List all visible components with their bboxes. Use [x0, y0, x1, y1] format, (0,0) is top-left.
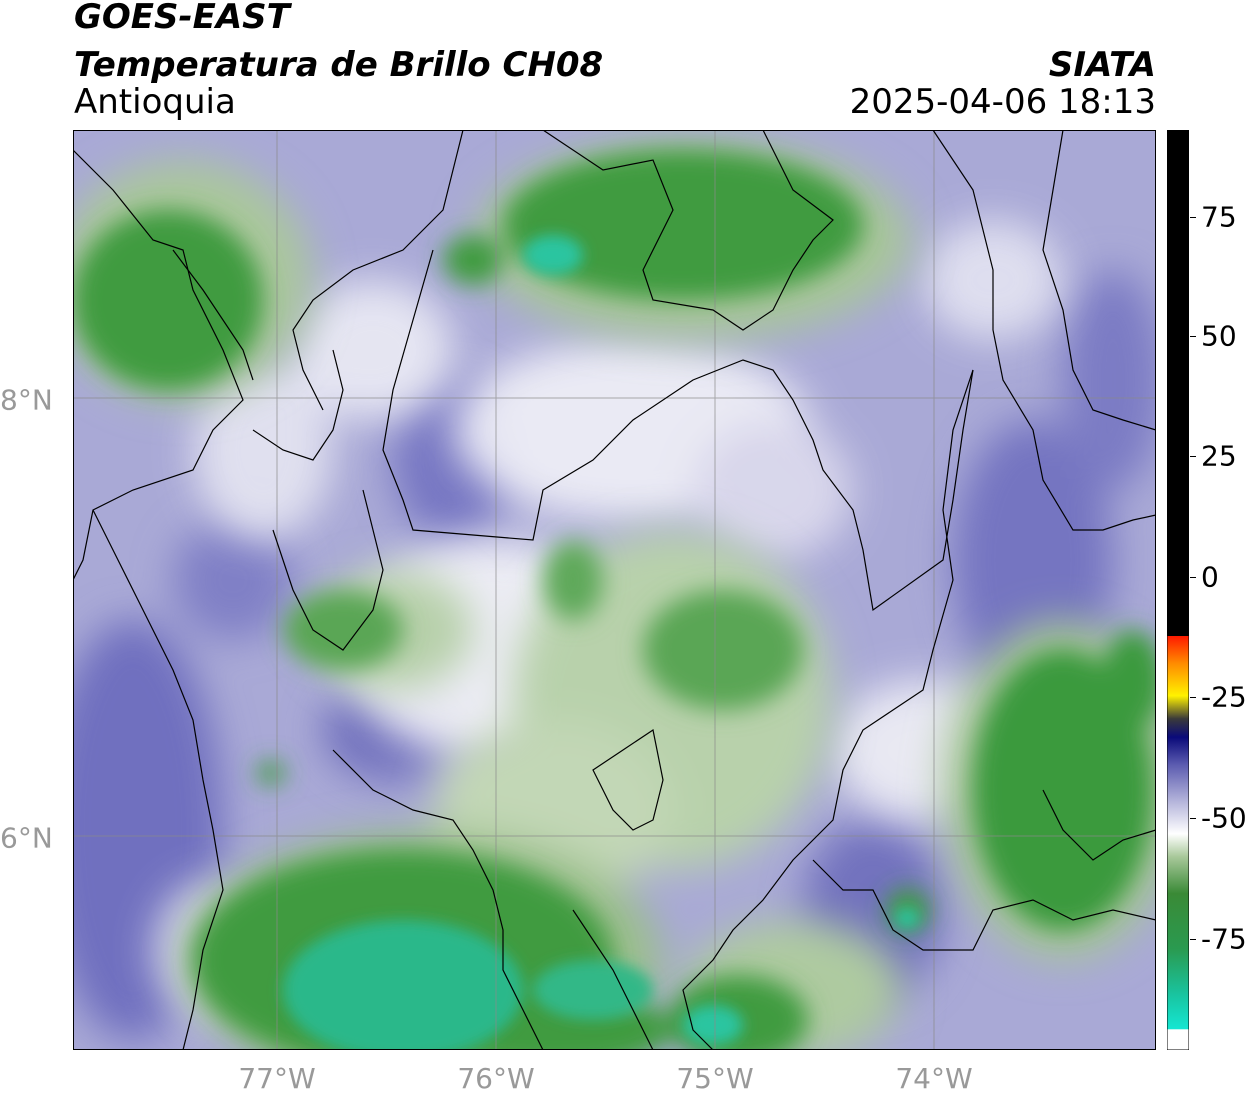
timestamp: 2025-04-06 18:13: [849, 82, 1156, 122]
product-title: Temperatura de Brillo CH08: [74, 45, 604, 85]
lon-label-76w: 76°W: [457, 1062, 535, 1095]
colorbar-tick: [1190, 577, 1196, 578]
colorbar-label-neg25: -25: [1201, 680, 1247, 714]
brightness-temperature-map: [73, 130, 1156, 1050]
gridlines: [73, 130, 1156, 1050]
lon-label-74w: 74°W: [895, 1062, 973, 1095]
colorbar-tick: [1190, 939, 1196, 940]
colorbar: [1167, 130, 1189, 1050]
satellite-title: GOES-EAST: [74, 0, 290, 37]
organization-title: SIATA: [1048, 45, 1156, 85]
colorbar-label-neg75: -75: [1201, 922, 1247, 956]
colorbar-tick: [1190, 818, 1196, 819]
lat-label-6n: 6°N: [0, 821, 53, 855]
colorbar-label-25: 25: [1201, 439, 1237, 473]
colorbar-tick: [1190, 456, 1196, 457]
lon-label-77w: 77°W: [238, 1062, 316, 1095]
colorbar-tick: [1190, 697, 1196, 698]
colorbar-tick: [1190, 336, 1196, 337]
colorbar-label-neg50: -50: [1201, 801, 1247, 835]
lat-label-8n: 8°N: [0, 383, 53, 417]
colorbar-label-75: 75: [1201, 200, 1237, 234]
colorbar-tick: [1190, 217, 1196, 218]
lon-label-75w: 75°W: [676, 1062, 754, 1095]
colorbar-label-50: 50: [1201, 319, 1237, 353]
cyan-regions: [283, 235, 919, 1050]
colorbar-label-0: 0: [1201, 560, 1219, 594]
region-title: Antioquia: [74, 82, 236, 122]
boundaries: [73, 130, 1156, 1050]
